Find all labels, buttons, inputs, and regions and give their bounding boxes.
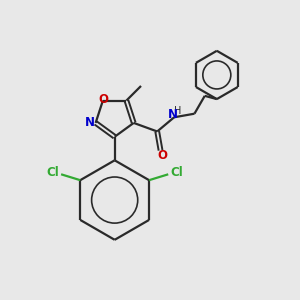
Text: Cl: Cl — [170, 166, 183, 179]
Text: N: N — [168, 108, 178, 122]
Text: O: O — [157, 149, 167, 162]
Text: H: H — [174, 106, 182, 116]
Text: Cl: Cl — [46, 166, 59, 179]
Text: N: N — [85, 116, 95, 129]
Text: O: O — [98, 93, 108, 106]
